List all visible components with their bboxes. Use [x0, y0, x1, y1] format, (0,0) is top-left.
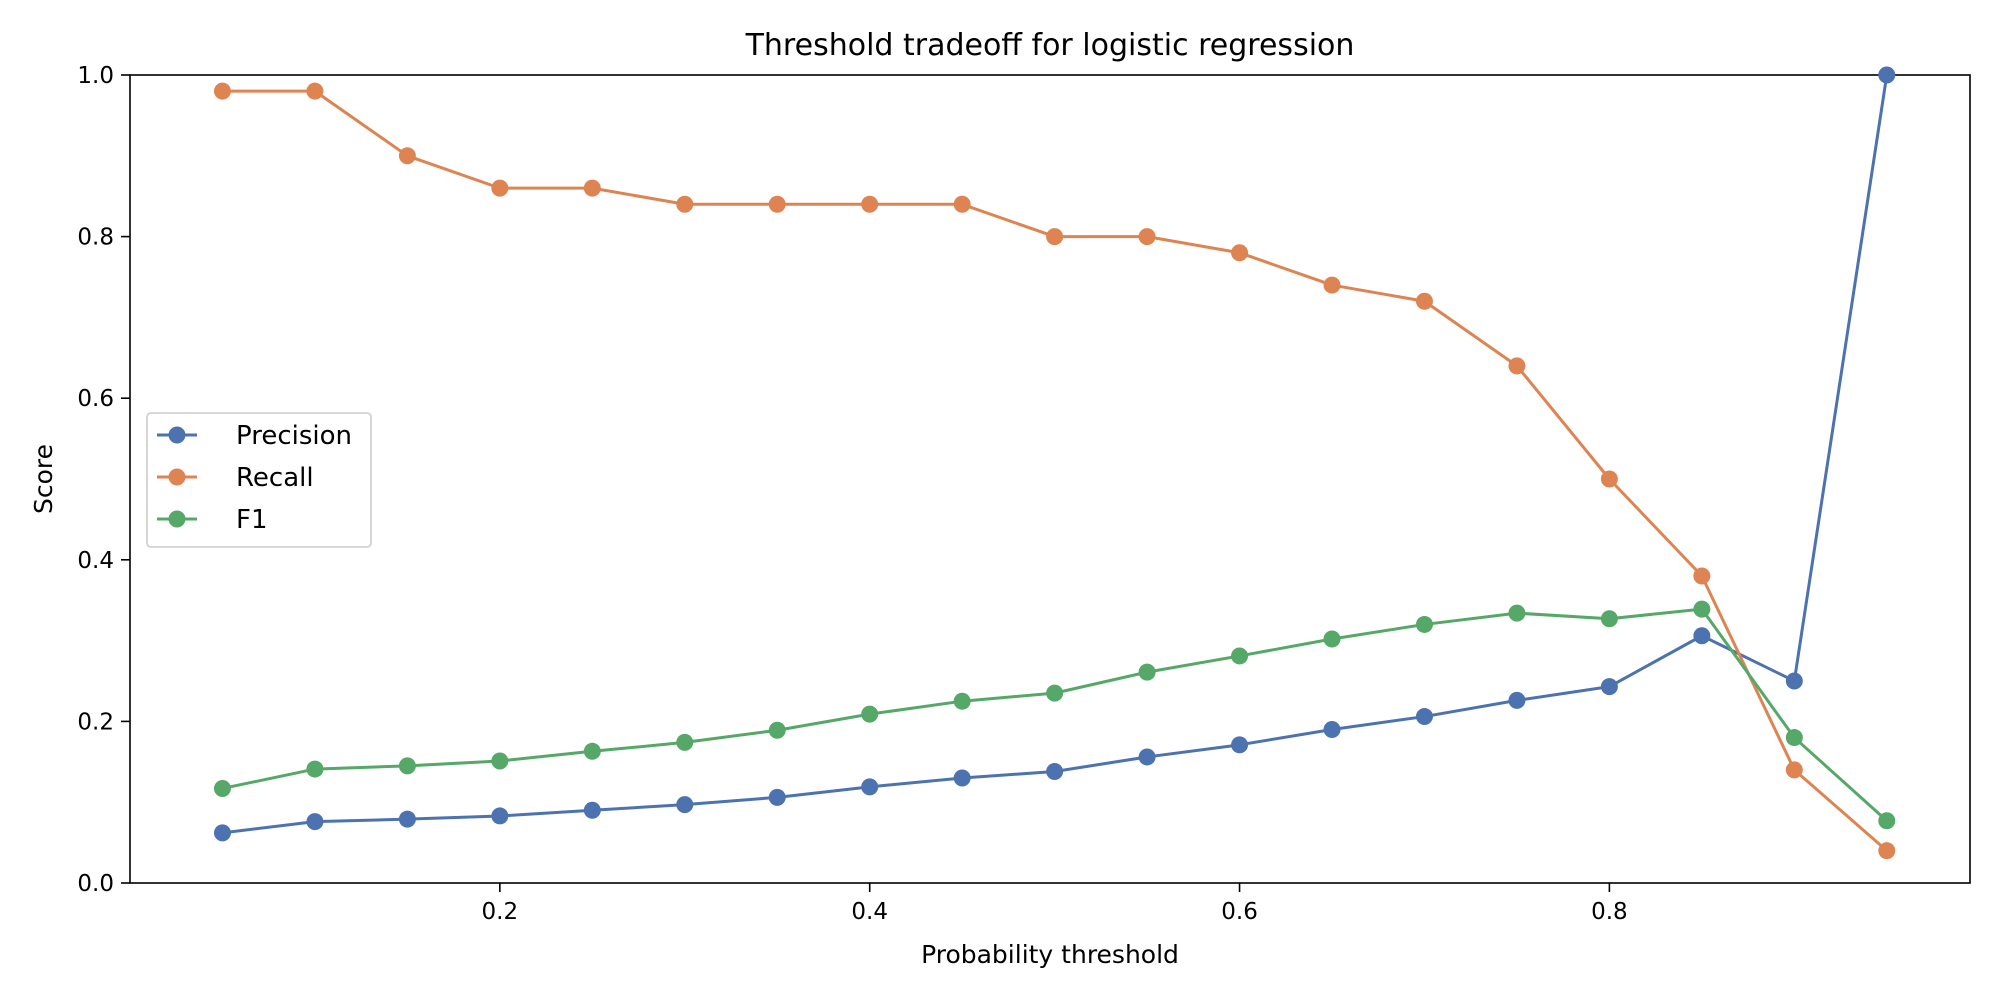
data-point-f1 [1323, 630, 1341, 648]
data-point-f1 [1508, 604, 1526, 622]
data-point-f1 [1231, 647, 1249, 665]
legend: Precision Recall F1 [146, 412, 372, 548]
x-tick-label: 0.8 [1591, 899, 1628, 925]
y-tick-label: 0.2 [77, 709, 114, 735]
data-point-precision [213, 824, 231, 842]
data-point-precision [491, 807, 509, 825]
data-point-f1 [1785, 729, 1803, 747]
data-point-precision [1231, 736, 1249, 754]
data-point-precision [861, 778, 879, 796]
y-tick-label: 0.8 [77, 225, 114, 251]
data-point-f1 [1415, 615, 1433, 633]
chart-title: Threshold tradeoff for logistic regressi… [745, 28, 1355, 63]
data-point-precision [1323, 720, 1341, 738]
x-tick-label: 0.2 [482, 899, 519, 925]
data-point-f1 [1693, 600, 1711, 618]
data-point-precision [1600, 678, 1618, 696]
data-point-f1 [583, 742, 601, 760]
data-point-precision [676, 796, 694, 814]
y-axis: 0.0 0.2 0.4 0.6 0.8 1.0 [77, 63, 130, 897]
data-point-recall [1508, 357, 1526, 375]
legend-marker-f1 [168, 510, 186, 528]
data-point-recall [1046, 228, 1064, 246]
data-point-precision [1693, 627, 1711, 645]
data-point-recall [861, 195, 879, 213]
legend-box [146, 412, 372, 548]
data-point-f1 [1046, 684, 1064, 702]
data-point-precision [1508, 691, 1526, 709]
data-point-recall [306, 82, 324, 100]
legend-item-f1: F1 [157, 505, 268, 535]
legend-label-precision: Precision [236, 421, 352, 451]
data-point-recall [1785, 761, 1803, 779]
data-point-f1 [768, 721, 786, 739]
x-axis-title: Probability threshold [921, 940, 1179, 969]
data-point-recall [398, 147, 416, 165]
data-point-f1 [398, 757, 416, 775]
legend-item-precision: Precision [157, 421, 352, 451]
series-f1 [213, 600, 1896, 830]
series-precision [213, 66, 1896, 842]
y-tick-label: 1.0 [77, 63, 114, 89]
data-point-recall [1323, 276, 1341, 294]
legend-marker-precision [168, 426, 186, 444]
data-point-recall [1878, 842, 1896, 860]
data-point-precision [306, 813, 324, 831]
data-point-f1 [213, 779, 231, 797]
data-point-recall [1138, 228, 1156, 246]
series-recall [213, 82, 1896, 860]
data-point-f1 [676, 733, 694, 751]
data-point-f1 [953, 692, 971, 710]
data-point-precision [1046, 762, 1064, 780]
data-point-f1 [491, 752, 509, 770]
data-point-recall [768, 195, 786, 213]
legend-label-recall: Recall [236, 463, 314, 493]
data-point-recall [953, 195, 971, 213]
data-point-recall [1415, 292, 1433, 310]
legend-marker-recall [168, 468, 186, 486]
data-point-precision [1415, 708, 1433, 726]
data-point-f1 [306, 760, 324, 778]
plot-frame [129, 74, 1971, 884]
data-point-f1 [1600, 610, 1618, 628]
data-point-f1 [1138, 663, 1156, 681]
data-point-precision [768, 788, 786, 806]
data-point-recall [1231, 244, 1249, 262]
data-point-precision [583, 801, 601, 819]
data-point-f1 [861, 705, 879, 723]
legend-item-recall: Recall [157, 463, 314, 493]
y-axis-title: Score [29, 444, 58, 514]
data-point-recall [213, 82, 231, 100]
y-tick-label: 0.0 [77, 871, 114, 897]
data-point-recall [1600, 470, 1618, 488]
y-tick-label: 0.4 [77, 548, 114, 574]
data-point-precision [1138, 748, 1156, 766]
data-point-f1 [1878, 812, 1896, 830]
data-point-recall [583, 179, 601, 197]
data-point-recall [1693, 567, 1711, 585]
data-point-precision [1785, 672, 1803, 690]
data-point-precision [953, 769, 971, 787]
x-tick-label: 0.6 [1221, 899, 1258, 925]
series-layer [213, 66, 1896, 860]
data-point-precision [398, 810, 416, 828]
x-axis: 0.2 0.4 0.6 0.8 [482, 883, 1628, 925]
data-point-precision [1878, 66, 1896, 84]
data-point-recall [491, 179, 509, 197]
legend-label-f1: F1 [236, 505, 268, 535]
x-tick-label: 0.4 [851, 899, 888, 925]
data-point-recall [676, 195, 694, 213]
y-tick-label: 0.6 [77, 386, 114, 412]
